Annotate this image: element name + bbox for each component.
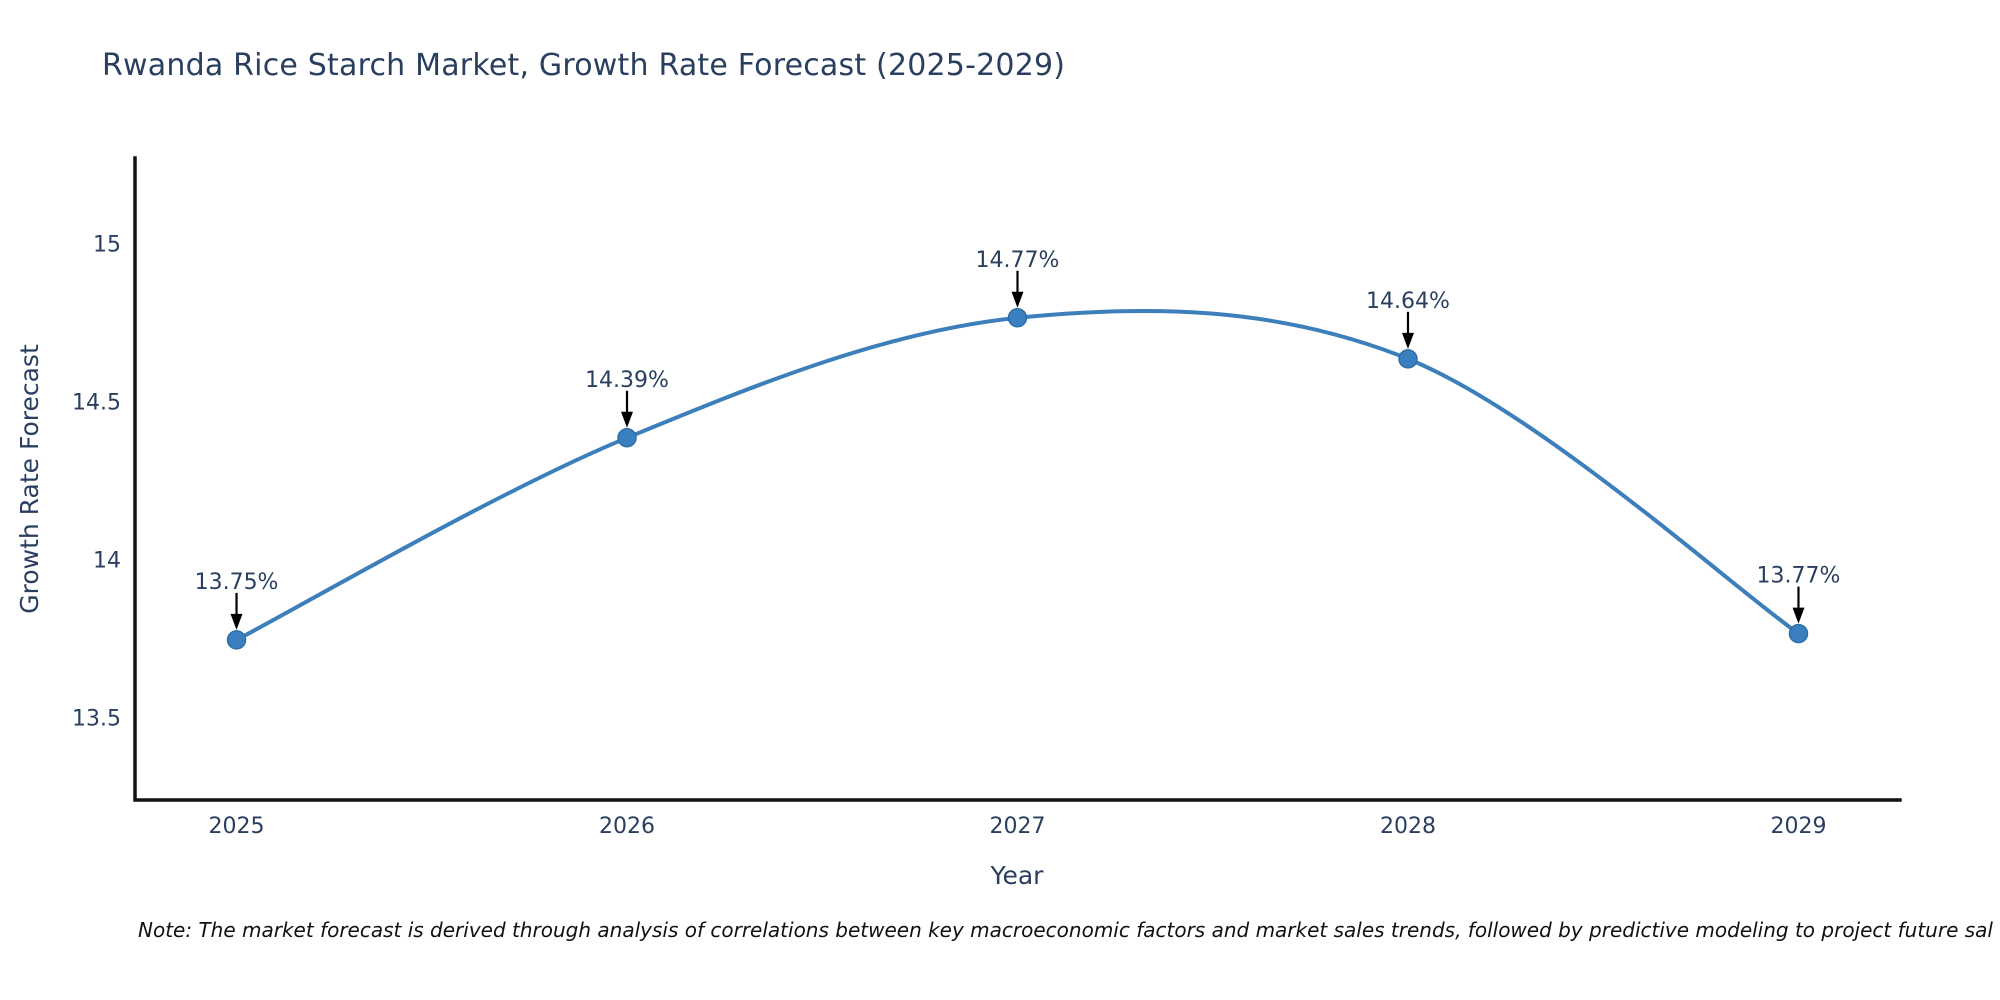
axis-lines <box>133 156 1902 802</box>
footnote: Note: The market forecast is derived thr… <box>138 918 1993 942</box>
annotation-arrowhead <box>1011 291 1024 308</box>
series-line <box>234 308 1801 642</box>
y-tick-label: 15 <box>93 233 121 258</box>
data-point-marker <box>617 428 637 448</box>
chart-title: Rwanda Rice Starch Market, Growth Rate F… <box>102 48 1066 83</box>
y-tick-label: 14.5 <box>72 391 121 416</box>
x-tick-label: 2029 <box>1770 814 1826 839</box>
annotation-arrowhead <box>621 411 634 428</box>
y-axis-title: Growth Rate Forecast <box>15 344 44 614</box>
x-tick-label: 2027 <box>990 814 1046 839</box>
x-tick-label: 2025 <box>209 814 265 839</box>
data-point-marker <box>1788 623 1809 644</box>
annotation-arrowhead <box>230 613 243 630</box>
point-annotation-text: 14.64% <box>1366 289 1450 314</box>
annotation-arrowhead <box>1401 332 1414 349</box>
y-tick-label: 14 <box>93 548 121 573</box>
x-tick-label: 2028 <box>1380 814 1436 839</box>
annotation-arrowhead <box>1792 607 1805 624</box>
point-annotation-text: 14.77% <box>976 248 1060 273</box>
data-point-marker <box>1007 308 1028 328</box>
point-annotation-text: 13.77% <box>1757 564 1841 589</box>
plot-area: 13.5 14 14.5 15 2025 2026 2027 2028 2029 13.75% 14… <box>72 156 1902 839</box>
data-point-marker <box>1398 349 1418 369</box>
point-annotation-text: 13.75% <box>195 570 279 595</box>
point-annotation-text: 14.39% <box>585 368 669 393</box>
x-tick-label: 2026 <box>599 814 655 839</box>
x-axis-title: Year <box>990 861 1045 890</box>
y-tick-label: 13.5 <box>72 706 121 731</box>
data-point-marker <box>226 630 247 650</box>
